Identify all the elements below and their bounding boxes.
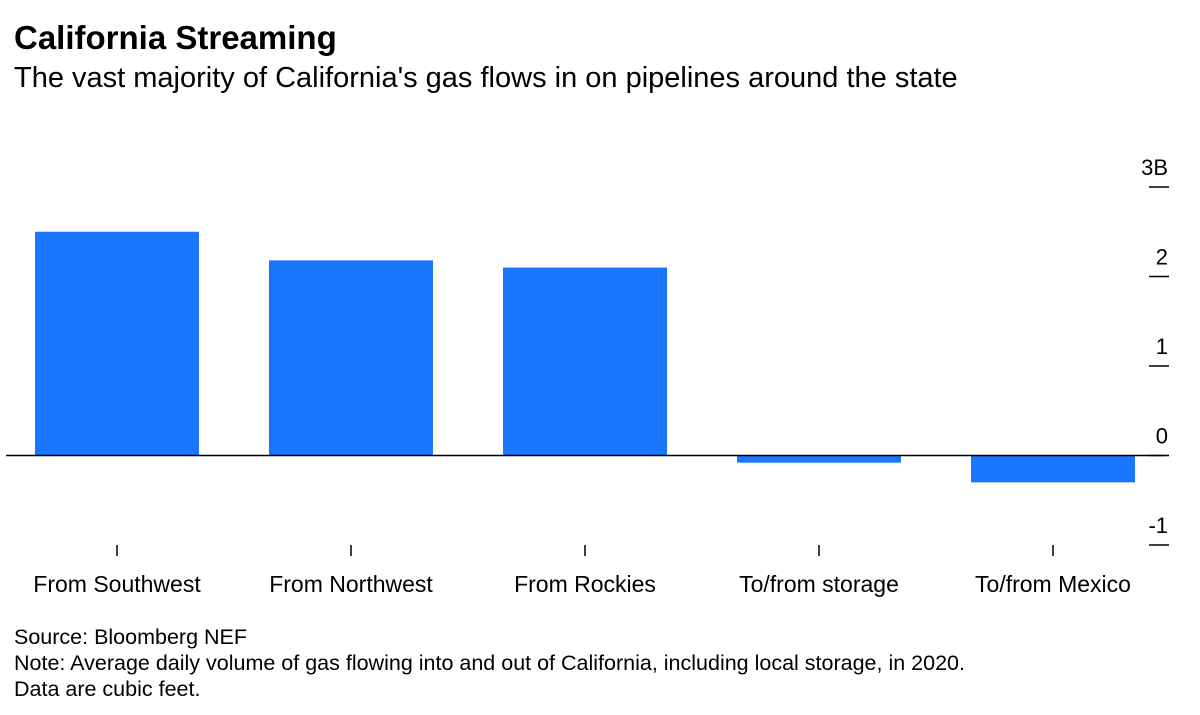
y-tick-label: 0 [1156,424,1168,449]
chart-footer: Source: Bloomberg NEF Note: Average dail… [14,624,965,702]
bar-to-from-storage [737,455,901,463]
y-axis: 3B 2 1 0 -1 [1141,155,1169,546]
y-tick-label: 1 [1156,334,1168,359]
bar-to-from-mexico [971,455,1135,483]
y-tick-label: 3B [1141,155,1168,180]
x-tick-label: To/from Mexico [975,571,1131,597]
bar-from-rockies [503,267,667,456]
bar-from-northwest [269,260,433,456]
bar-from-southwest [35,231,199,456]
y-tick-label: -1 [1148,513,1168,538]
x-tick-label: From Southwest [33,571,201,597]
chart-title: California Streaming [14,19,337,56]
x-axis: From Southwest From Northwest From Rockies… [33,545,1131,597]
x-tick-label: To/from storage [739,571,899,597]
y-tick-label: 2 [1156,245,1168,270]
chart-subtitle: The vast majority of California's gas fl… [14,62,958,94]
note-text: Note: Average daily volume of gas flowin… [14,651,965,675]
note-text-continued: Data are cubic feet. [14,677,201,701]
bars-group [35,231,1135,483]
source-text: Source: Bloomberg NEF [14,625,248,649]
x-tick-label: From Rockies [514,571,656,597]
x-tick-label: From Northwest [269,571,433,597]
